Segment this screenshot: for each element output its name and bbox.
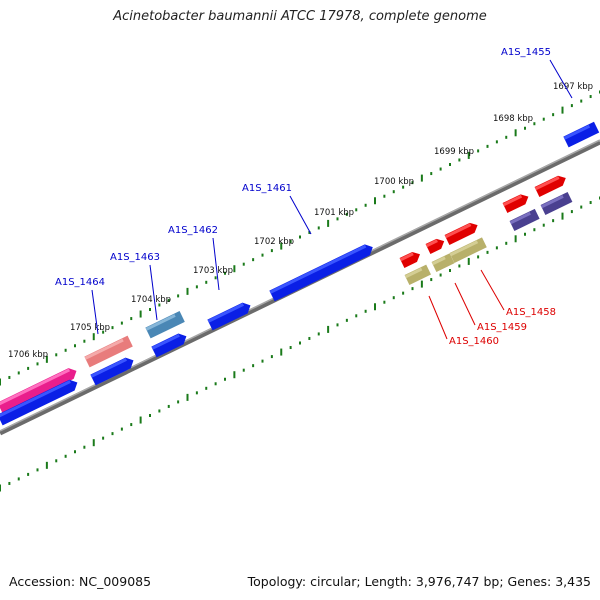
gene-leader-line bbox=[549, 59, 573, 99]
feature-labels: 1697 kbp 1698 kbp 1699 kbp 1700 kbp 1701 kbp… bbox=[8, 47, 593, 360]
gene-leader-line bbox=[480, 269, 505, 311]
gene-a1s-1462-shade bbox=[207, 303, 244, 323]
gene-red-5[interactable] bbox=[534, 175, 566, 197]
gene-a1s-1455-shade bbox=[563, 124, 591, 140]
kbp-label: 1703 kbp bbox=[193, 266, 233, 276]
gene-a1s-1460-red[interactable] bbox=[399, 251, 420, 268]
gene-a1s-1459-red-shade bbox=[425, 239, 438, 248]
kbp-label: 1705 kbp bbox=[70, 323, 110, 333]
gene-red-4-shade bbox=[502, 194, 523, 207]
kbp-label: 1698 kbp bbox=[493, 114, 533, 124]
kbp-label: 1697 kbp bbox=[553, 82, 593, 92]
gene-a1s-1464-salmon[interactable] bbox=[84, 335, 133, 368]
gene-rev-purple-1[interactable] bbox=[509, 208, 540, 231]
gene-leader-line bbox=[454, 282, 476, 326]
gene-a1s-1464-pink-shade bbox=[0, 368, 70, 406]
gene-a1s-1458[interactable] bbox=[449, 237, 487, 263]
accession-text: Accession: NC_009085 bbox=[9, 574, 152, 589]
gene-rev-blue-3-shade bbox=[151, 333, 180, 350]
genome-title: Acinetobacter baumannii ATCC 17978, comp… bbox=[113, 9, 487, 24]
gene-a1s-1458-shade bbox=[449, 240, 479, 257]
gene-leader-line bbox=[428, 295, 448, 340]
gene-a1s-1462[interactable] bbox=[207, 302, 251, 331]
gene-rev-purple-2[interactable] bbox=[540, 191, 573, 215]
gene-a1s-1463-shade bbox=[145, 314, 176, 331]
gene-a1s-1459[interactable] bbox=[431, 253, 455, 272]
kbp-label: 1701 kbp bbox=[314, 208, 354, 218]
gene-leader-line bbox=[149, 264, 158, 321]
tick-marks bbox=[0, 90, 600, 492]
gene-leader-line bbox=[91, 289, 99, 335]
gene-label[interactable]: A1S_1461 bbox=[242, 183, 292, 194]
kbp-label: 1706 kbp bbox=[8, 350, 48, 360]
gene-a1s-1458-red[interactable] bbox=[444, 222, 478, 245]
gene-a1s-1463[interactable] bbox=[145, 311, 185, 339]
gene-rev-purple-1-shade bbox=[509, 211, 531, 225]
gene-a1s-1460-shade bbox=[404, 267, 423, 279]
gene-a1s-1458-red-shade bbox=[444, 223, 472, 239]
gene-rev-purple-2-shade bbox=[540, 195, 564, 209]
gene-rev-blue-1-shade bbox=[0, 380, 71, 418]
gene-label[interactable]: A1S_1455 bbox=[501, 47, 551, 58]
topology-summary: Topology: circular; Length: 3,976,747 bp… bbox=[247, 574, 591, 589]
gene-red-4[interactable] bbox=[502, 194, 529, 213]
gene-rev-blue-2-shade bbox=[90, 358, 127, 378]
gene-features bbox=[0, 121, 600, 426]
gene-rev-blue-3[interactable] bbox=[151, 333, 187, 358]
gene-red-5-shade bbox=[534, 176, 560, 191]
gene-a1s-1459-shade bbox=[431, 256, 446, 266]
kbp-label: 1704 kbp bbox=[131, 295, 171, 305]
kbp-label: 1700 kbp bbox=[374, 177, 414, 187]
gene-a1s-1460-red-shade bbox=[399, 252, 414, 262]
gene-a1s-1455[interactable] bbox=[563, 121, 600, 148]
gene-leader-line bbox=[289, 195, 312, 235]
kbp-label: 1699 kbp bbox=[434, 147, 474, 157]
gene-rev-blue-2[interactable] bbox=[90, 357, 134, 386]
gene-a1s-1461[interactable] bbox=[269, 244, 373, 302]
gene-label[interactable]: A1S_1459 bbox=[477, 322, 527, 333]
gene-a1s-1464-salmon-shade bbox=[84, 338, 124, 360]
gene-label[interactable]: A1S_1464 bbox=[55, 277, 105, 288]
gene-leader-line bbox=[212, 237, 220, 291]
gene-label[interactable]: A1S_1458 bbox=[506, 307, 556, 318]
gene-a1s-1460[interactable] bbox=[404, 264, 431, 285]
gene-rev-blue-1[interactable] bbox=[0, 379, 78, 426]
gene-a1s-1464-pink[interactable] bbox=[0, 368, 77, 414]
gene-label[interactable]: A1S_1460 bbox=[449, 336, 499, 347]
gene-label[interactable]: A1S_1463 bbox=[110, 252, 160, 263]
gene-label[interactable]: A1S_1462 bbox=[168, 225, 218, 236]
gene-a1s-1461-shade bbox=[269, 244, 367, 294]
kbp-label: 1702 kbp bbox=[254, 237, 294, 247]
